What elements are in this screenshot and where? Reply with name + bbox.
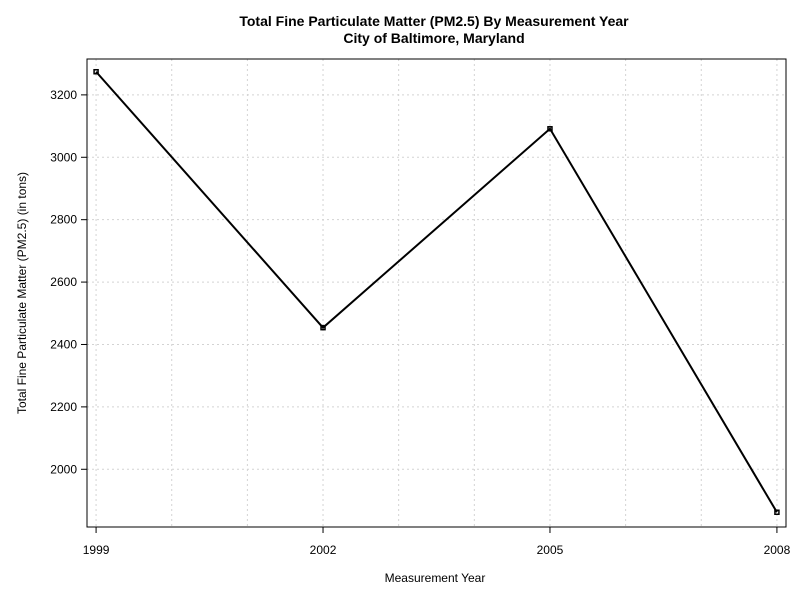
x-tick-label: 2002: [310, 543, 337, 557]
chart-title: Total Fine Particulate Matter (PM2.5) By…: [239, 13, 629, 29]
data-series: [95, 71, 778, 513]
x-tick-label: 1999: [83, 543, 110, 557]
data-point: [774, 509, 780, 515]
chart-subtitle: City of Baltimore, Maryland: [343, 30, 524, 46]
axes: 1999 2002 2005 2008 2000 2200 2400 2600 2800 3000…: [50, 58, 791, 557]
data-point: [547, 126, 553, 132]
y-tick-label: 3000: [50, 150, 77, 164]
plot-frame: [86, 58, 787, 528]
grid-lines: [87, 59, 786, 527]
y-tick-label: 2400: [50, 337, 77, 351]
y-tick-label: 2800: [50, 213, 77, 227]
data-points: [93, 68, 780, 515]
y-tick-label: 2000: [50, 462, 77, 476]
y-tick-label: 3200: [50, 88, 77, 102]
x-tick-label: 2005: [537, 543, 564, 557]
data-point: [320, 324, 326, 331]
data-point: [93, 68, 99, 75]
y-tick-label: 2600: [50, 275, 77, 289]
x-tick-label: 2008: [764, 543, 791, 557]
x-axis-label: Measurement Year: [385, 571, 486, 585]
y-tick-label: 2200: [50, 400, 77, 414]
y-axis-label: Total Fine Particulate Matter (PM2.5) (i…: [15, 172, 29, 414]
series-line: [95, 71, 778, 513]
